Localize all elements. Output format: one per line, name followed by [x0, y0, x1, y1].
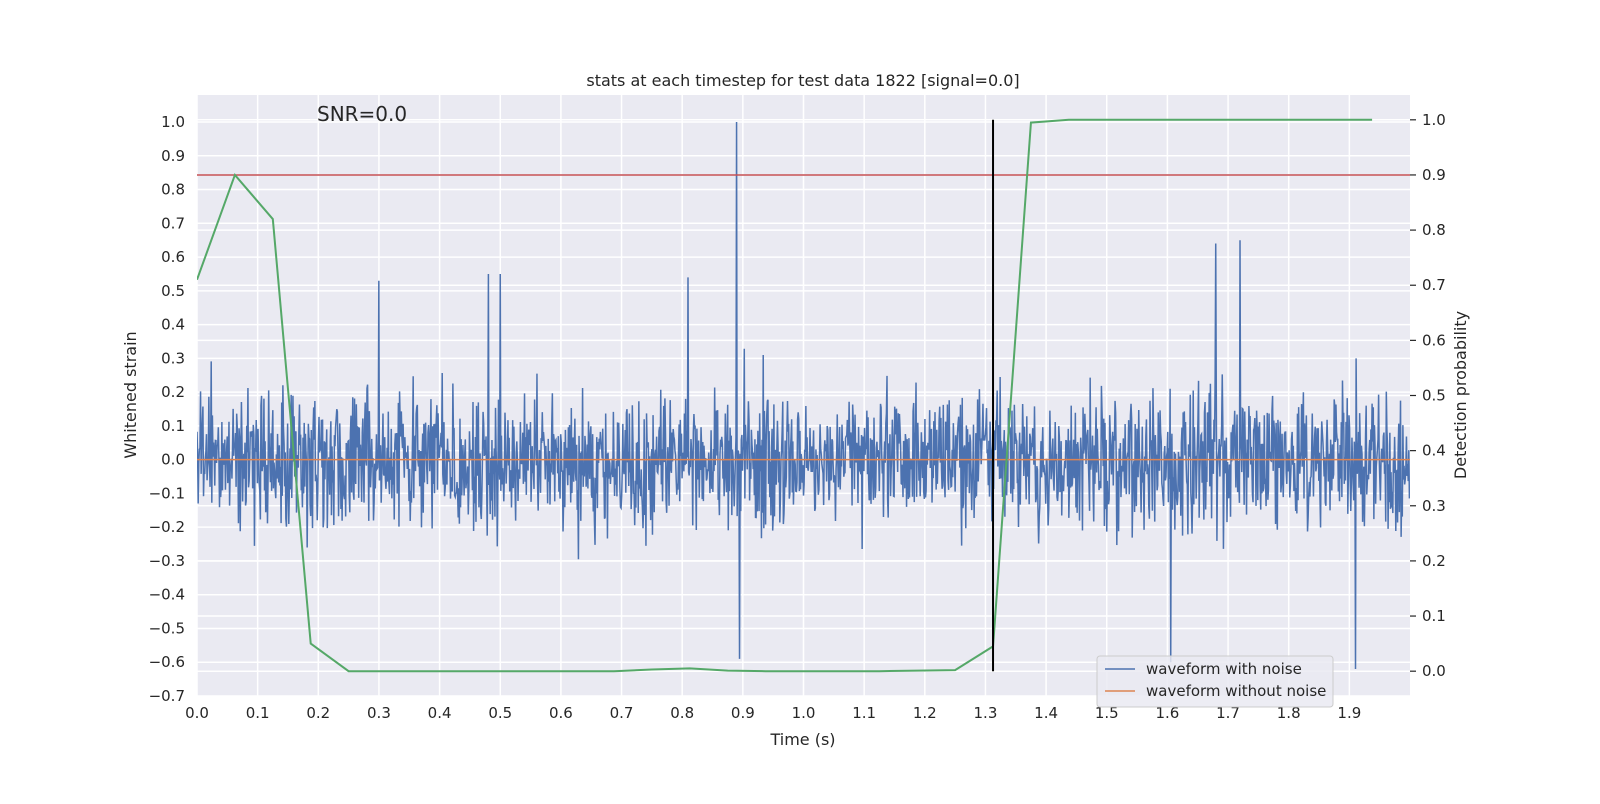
chart-title: stats at each timestep for test data 182… — [586, 71, 1019, 90]
x-tick-label: 0.1 — [246, 704, 270, 722]
y-tick-label: −0.6 — [149, 653, 185, 671]
y-tick-label: −0.2 — [149, 518, 185, 536]
x-tick-label: 1.1 — [852, 704, 876, 722]
y2-tick-label: 0.7 — [1422, 276, 1446, 294]
y-tick-label: 0.9 — [161, 147, 185, 165]
x-tick-label: 1.3 — [974, 704, 998, 722]
x-tick-label: 0.2 — [306, 704, 330, 722]
x-tick-label: 0.5 — [488, 704, 512, 722]
y-tick-label: 0.0 — [161, 451, 185, 469]
x-axis-ticks: 0.0 0.1 0.2 0.3 0.4 0.5 0.6 0.7 0.8 0.9 1.0 1.1 1.2 1… — [185, 704, 1361, 722]
y2-axis-label: Detection probability — [1451, 311, 1470, 479]
y2-tick-label: 0.1 — [1422, 607, 1446, 625]
y-tick-label: 0.3 — [161, 349, 185, 367]
y-tick-label: −0.4 — [149, 586, 185, 604]
x-tick-label: 1.7 — [1216, 704, 1240, 722]
x-tick-label: 1.5 — [1095, 704, 1119, 722]
y-tick-label: 0.8 — [161, 181, 185, 199]
x-tick-label: 0.0 — [185, 704, 209, 722]
snr-annotation: SNR=0.0 — [317, 102, 407, 126]
x-tick-label: 1.8 — [1277, 704, 1301, 722]
y-tick-label: 1.0 — [161, 113, 185, 131]
y2-tick-label: 0.0 — [1422, 662, 1446, 680]
x-tick-label: 0.3 — [367, 704, 391, 722]
y2-tick-label: 0.3 — [1422, 497, 1446, 515]
y2-axis-ticks: 0.0 0.1 0.2 0.3 0.4 0.5 0.6 0.7 0.8 0.9 1.0 — [1410, 111, 1446, 680]
x-tick-label: 0.6 — [549, 704, 573, 722]
y-tick-label: 0.7 — [161, 214, 185, 232]
y-axis-label: Whitened strain — [121, 331, 140, 458]
y2-tick-label: 0.2 — [1422, 552, 1446, 570]
series-detection-probability — [197, 118, 1373, 673]
x-tick-label: 1.9 — [1337, 704, 1361, 722]
y2-tick-label: 0.6 — [1422, 331, 1446, 349]
x-tick-label: 1.4 — [1034, 704, 1058, 722]
y2-tick-label: 1.0 — [1422, 111, 1446, 129]
y2-tick-label: 0.4 — [1422, 442, 1446, 460]
y2-tick-label: 0.8 — [1422, 221, 1446, 239]
x-axis-label: Time (s) — [769, 730, 835, 749]
y2-tick-label: 0.5 — [1422, 387, 1446, 405]
x-tick-label: 0.4 — [428, 704, 452, 722]
y2-tick-label: 0.9 — [1422, 166, 1446, 184]
y-tick-label: 0.6 — [161, 248, 185, 266]
y-tick-label: −0.1 — [149, 484, 185, 502]
x-tick-label: 0.9 — [731, 704, 755, 722]
y-tick-label: −0.7 — [149, 687, 185, 705]
legend-label-noise: waveform with noise — [1146, 660, 1302, 678]
y-tick-label: −0.5 — [149, 619, 185, 637]
y-tick-label: −0.3 — [149, 552, 185, 570]
legend-label-clean: waveform without noise — [1146, 682, 1326, 700]
y-tick-label: 0.5 — [161, 282, 185, 300]
y-tick-label: 0.1 — [161, 417, 185, 435]
x-tick-label: 1.2 — [913, 704, 937, 722]
legend-box — [1096, 655, 1334, 708]
x-tick-label: 1.6 — [1155, 704, 1179, 722]
y-axis-ticks: −0.7 −0.6 −0.5 −0.4 −0.3 −0.2 −0.1 0.0 0.1 0.2 0.3… — [149, 113, 185, 705]
y-tick-label: 0.4 — [161, 316, 185, 334]
x-tick-label: 0.7 — [610, 704, 634, 722]
x-tick-label: 0.8 — [670, 704, 694, 722]
x-tick-label: 1.0 — [792, 704, 816, 722]
y-tick-label: 0.2 — [161, 383, 185, 401]
series-waveform-with-noise — [197, 122, 1410, 669]
legend: waveform with noise waveform without noi… — [1096, 655, 1334, 708]
